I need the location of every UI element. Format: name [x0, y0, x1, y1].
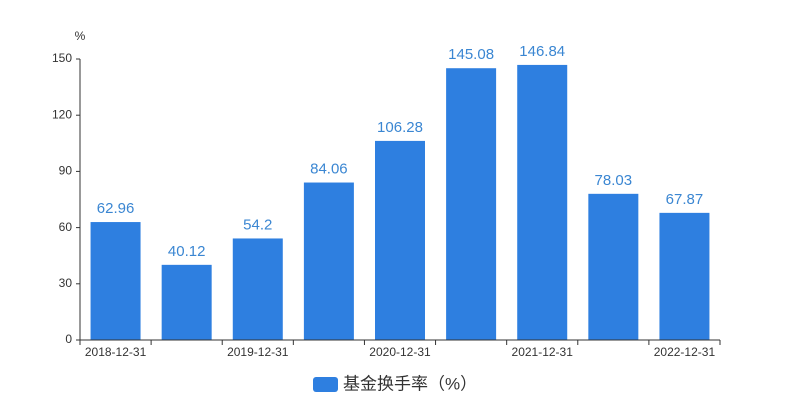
bar: [446, 68, 497, 340]
bar: [375, 140, 425, 340]
x-tick-label: 2018-12-31: [85, 345, 147, 359]
legend-label: 基金换手率（%）: [343, 374, 477, 393]
legend-swatch: [313, 377, 338, 392]
y-tick-label: 60: [59, 220, 73, 234]
bar: [90, 222, 141, 340]
bar: [588, 193, 639, 340]
value-label: 145.08: [448, 46, 494, 63]
y-tick-label: 30: [59, 276, 73, 290]
x-tick-label: 2020-12-31: [369, 345, 431, 359]
bar: [517, 64, 568, 340]
value-label: 146.84: [519, 43, 565, 60]
y-tick-label: 150: [52, 51, 72, 65]
x-tick-label: 2022-12-31: [654, 345, 716, 359]
value-label: 78.03: [595, 172, 633, 189]
value-label: 67.87: [666, 191, 704, 208]
y-tick-label: 120: [52, 107, 72, 121]
y-tick-label: 90: [59, 164, 73, 178]
value-label: 84.06: [310, 160, 348, 177]
value-label: 54.2: [243, 216, 272, 233]
value-label: 40.12: [168, 243, 206, 260]
value-label: 62.96: [97, 200, 135, 217]
bar: [161, 264, 212, 340]
value-label: 106.28: [377, 119, 423, 136]
bar: [303, 182, 354, 340]
bar: [659, 212, 710, 340]
y-tick-label: 0: [65, 332, 72, 346]
x-tick-label: 2019-12-31: [227, 345, 289, 359]
x-tick-label: 2021-12-31: [512, 345, 574, 359]
y-axis-label: %: [75, 29, 86, 43]
bar: [232, 238, 283, 340]
